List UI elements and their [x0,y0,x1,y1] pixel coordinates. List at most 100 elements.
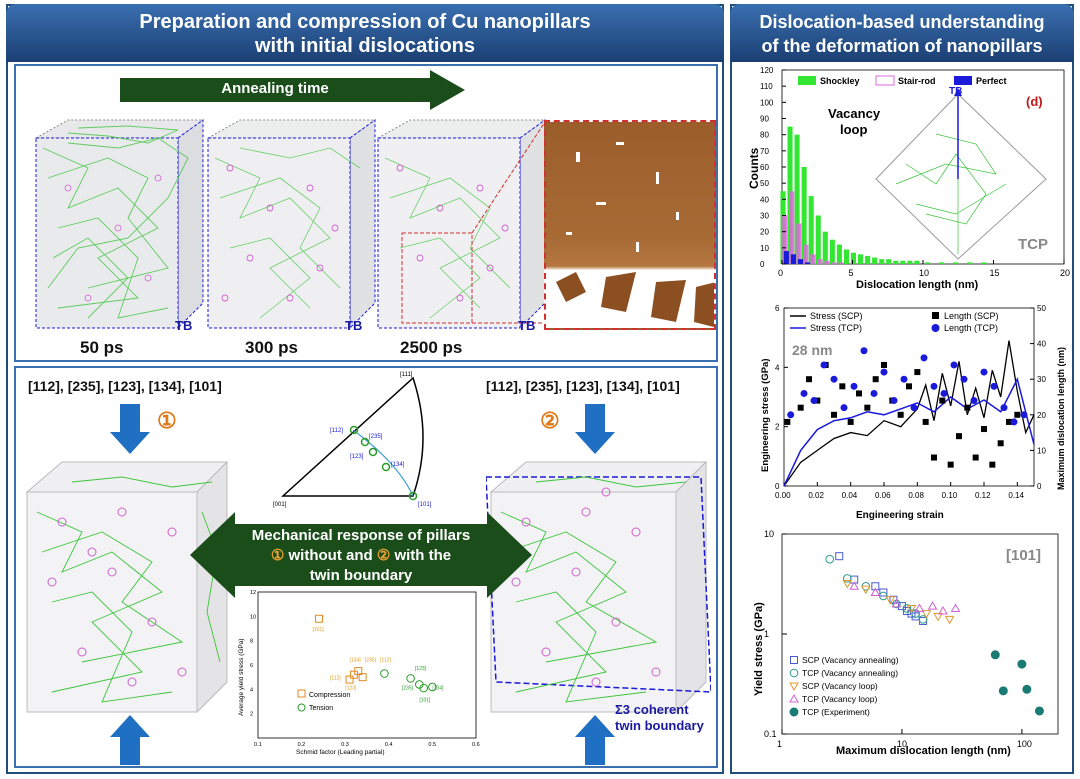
ss-point-length-tcp [840,404,848,412]
hist-tag: (d) [1026,94,1043,109]
hist-bar-stair-rod [789,191,795,264]
hist-bar-perfect [783,251,789,264]
hist-bar-shockley [886,259,892,264]
ys-point [998,686,1008,696]
ss-point-length-scp [922,418,929,425]
ss-point-length-tcp [990,382,998,390]
hist-bar-stair-rod [796,223,802,264]
ss-point-length-scp [881,361,887,368]
schmid-ytick-label: 4 [250,687,253,693]
hist-ytick-label: 60 [760,163,769,172]
hist-loop: loop [840,122,867,137]
ys-legend-label: TCP (Experiment) [802,707,870,717]
ss-xtick-label: 0.14 [1008,491,1024,500]
hist-xtick-label: 20 [1060,268,1070,278]
ys-point [825,554,835,564]
ys-point [860,585,871,595]
ys-point [927,601,938,610]
hist-bar-shockley [907,260,913,264]
ss-point-length-scp [872,376,879,383]
hist-bar-stair-rod [838,262,844,264]
hist-vacancy: Vacancy [828,106,881,121]
stereo-235: [235] [369,434,383,440]
ys-xlabel: Maximum dislocation length (nm) [836,745,1011,757]
schmid-xtick-label: 0.5 [428,742,436,748]
ss-point-length-tcp [950,361,958,369]
schmid-point-tension [406,674,415,683]
ss-y2tick-label: 20 [1037,411,1046,420]
ys-point [911,612,920,621]
ss-xtick-label: 0.10 [942,491,958,500]
ss-point-length-scp [864,404,871,411]
mech-line1: Mechanical response of pillars [251,527,471,544]
schmid-point-label: [101] [419,698,431,704]
ys-point [906,604,917,614]
schmid-xtick-label: 0.3 [341,742,349,748]
ss-ytick-label: 6 [775,304,780,313]
ys-point [911,609,920,618]
ys-legend-marker [789,682,799,692]
mech-c2: ② [376,547,391,564]
hist-bar-stair-rod [817,259,823,264]
ss-point-length-tcp [970,397,978,405]
ys-annotation: [101] [1006,547,1041,564]
schmid-legend-tens: Tension [309,705,333,712]
ys-point [902,604,912,613]
ss-point-length-scp [906,383,912,390]
schmid-xtick-label: 0.6 [472,742,480,748]
hist-bar-perfect [804,262,811,264]
zoom-lines [471,121,546,324]
mech-line2: ① without and ② with the [232,546,490,566]
ss-xtick-label: 0.00 [775,491,791,500]
ss-xtick-label: 0.04 [842,491,858,500]
ys-legend-label: SCP (Vacancy loop) [802,681,878,691]
ys-point [914,603,925,612]
mech-line3: twin boundary [309,567,413,584]
ss-point-length-scp [806,376,812,383]
hist-legend-stair: Stair-rod [898,76,936,86]
hist-bar-shockley [924,262,931,264]
hist-bar-shockley [836,244,842,264]
hist-bar-shockley [808,196,814,264]
mech-c1: ① [270,547,285,564]
hist-bar-stair-rod [831,262,837,264]
ss-point-length-scp [981,426,987,433]
hist-bar-shockley [879,259,885,264]
load-arrow-bottom-right [575,715,615,765]
ss-y2tick-label: 50 [1037,304,1046,313]
hist-bar-perfect [797,259,804,264]
hist-ytick-label: 10 [760,244,769,253]
ss-legend-0: Stress (SCP) [810,311,863,321]
ss-point-length-tcp [1010,418,1018,426]
hist-bar-shockley [872,257,878,264]
hist-ytick-label: 30 [760,212,769,221]
load-arrow-top-right [575,404,615,454]
ys-legend-label: TCP (Vacancy annealing) [802,668,898,678]
hist-bar-shockley [857,254,864,264]
ys-point [938,605,948,615]
ss-point-length-scp [831,411,837,418]
schmid-point-compression [345,675,354,684]
hist-bar-shockley [967,262,973,264]
ys-point [879,588,888,597]
time-50ps: 50 ps [80,338,124,357]
ss-point-length-scp [797,404,804,411]
ss-y2tick-label: 40 [1037,340,1046,349]
ys-point [849,581,860,590]
ys-xtick-label: 100 [1017,739,1032,749]
hist-bar-stair-rod [824,260,830,264]
ss-ytick-label: 0 [775,482,780,491]
schmid-point-label: [134] [350,657,362,663]
load-arrow-bottom-left [110,715,150,765]
ys-legend-marker [789,668,799,678]
schmid-point-label: [101] [313,627,325,633]
ss-point-length-tcp [860,347,868,355]
hist-ytick-label: 70 [760,147,769,156]
ss-legend-2: Length (SCP) [944,311,999,321]
ys-legend-label: TCP (Vacancy loop) [802,694,877,704]
schmid-chart: Average yield stress (GPa) Schmid factor… [238,590,480,756]
schmid-point-compression [354,667,363,676]
ss-xlabel: Engineering strain [856,510,944,521]
ys-ytick-label: 10 [764,529,774,539]
vacancy-loop-inset [875,88,1047,260]
